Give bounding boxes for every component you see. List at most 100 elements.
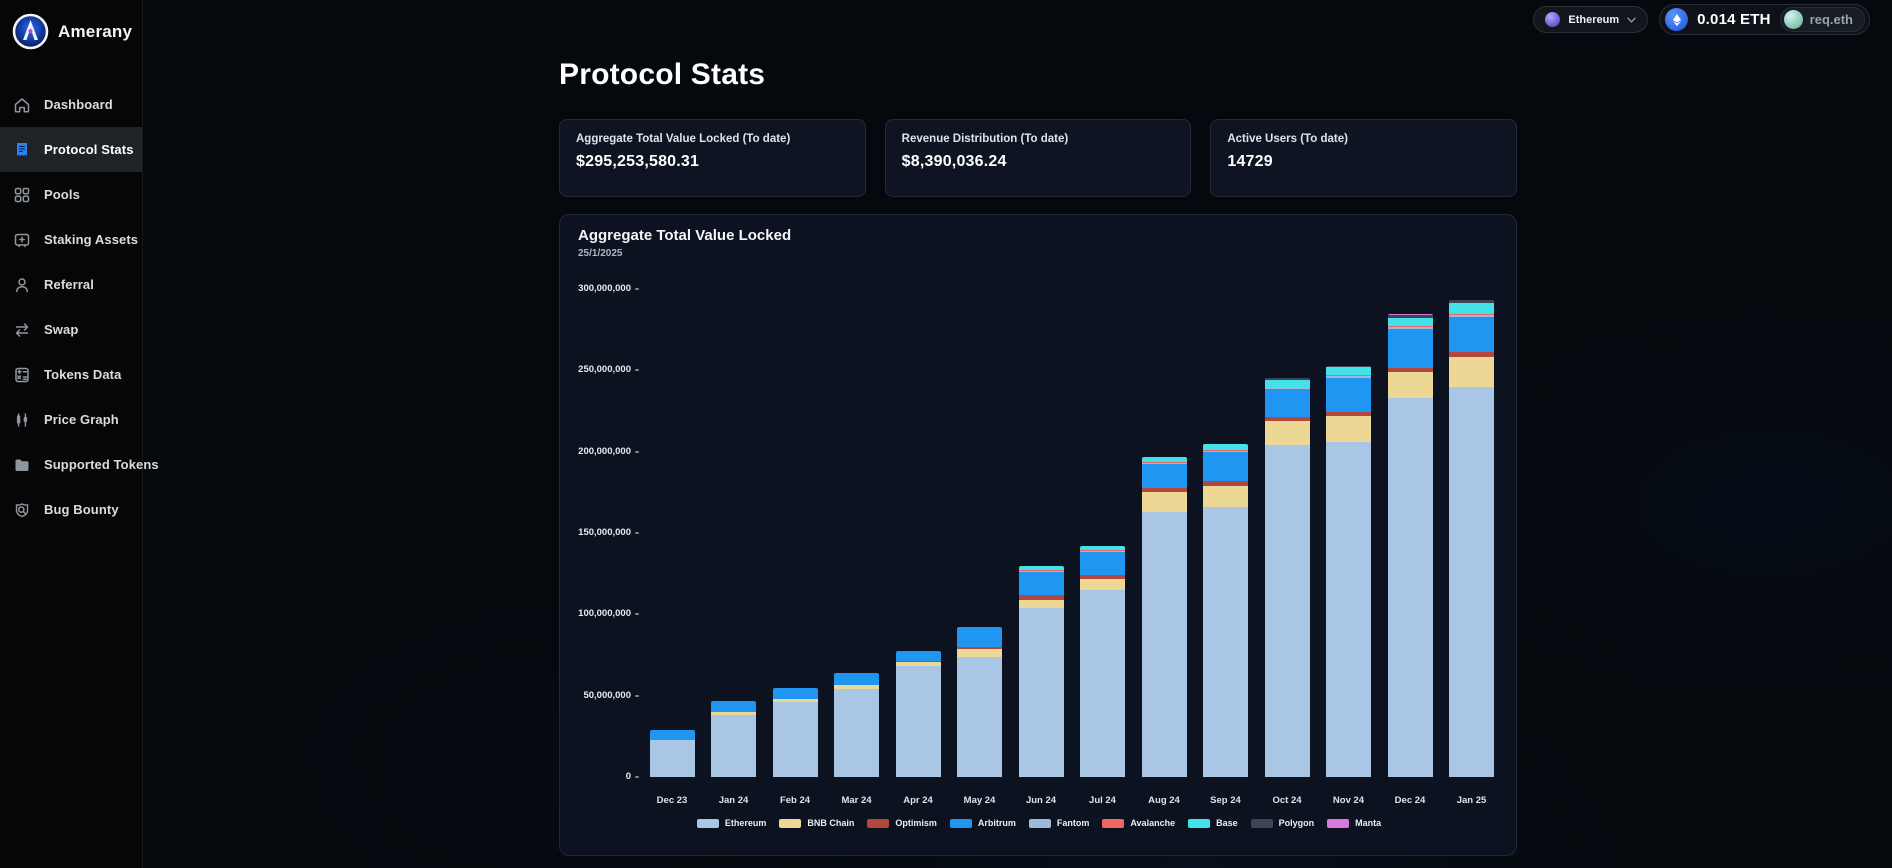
bar-segment-avalanche — [1141, 462, 1187, 464]
sidebar-item-label: Staking Assets — [44, 232, 139, 247]
bar-segment-ethereum — [772, 702, 818, 777]
person-icon — [12, 275, 31, 294]
stat-card-value: 14729 — [1227, 153, 1273, 170]
sidebar-item-label: Bug Bounty — [44, 502, 119, 517]
bar-segment-avalanche — [1080, 550, 1125, 551]
bar-segment-ethereum — [1264, 445, 1310, 777]
stat-card-active-users: Active Users (To date) 14729 — [1210, 119, 1518, 197]
bar-segment-arbitrum — [1387, 328, 1433, 368]
sidebar-item-label: Dashboard — [44, 97, 113, 112]
bar-segment-bnb-chain — [1264, 420, 1310, 446]
bar-segment-optimism — [1326, 411, 1371, 416]
bar-segment-ethereum — [895, 666, 941, 777]
magnifier-shield-icon — [12, 500, 31, 519]
sidebar-item-protocol-stats[interactable]: Protocol Stats — [0, 127, 142, 172]
bar-segment-arbitrum — [1264, 389, 1310, 417]
y-tick-mark — [635, 776, 639, 778]
legend-label: Avalanche — [1130, 818, 1176, 828]
sidebar-item-tokens-data[interactable]: Tokens Data — [0, 352, 142, 397]
x-tick-label: Mar 24 — [841, 795, 872, 806]
y-tick-label: 200,000,000 — [578, 445, 631, 457]
bar-segment-ethereum — [1141, 511, 1187, 777]
network-selector[interactable]: Ethereum — [1533, 6, 1649, 33]
chart-plot — [560, 215, 1518, 777]
bar-segment-optimism — [1387, 367, 1433, 372]
bar-segment-arbitrum — [772, 688, 818, 699]
bar-segment-bnb-chain — [1387, 371, 1433, 398]
chevron-down-icon — [1627, 17, 1636, 23]
bar-segment-manta — [1449, 299, 1494, 301]
sidebar-item-label: Tokens Data — [44, 367, 122, 382]
stacked-bar-feb-24 — [772, 688, 818, 777]
bar-segment-bnb-chain — [1080, 578, 1125, 590]
legend-item-bnb-chain[interactable]: BNB Chain — [779, 818, 854, 828]
bar-segment-bnb-chain — [834, 685, 879, 690]
legend-item-manta[interactable]: Manta — [1327, 818, 1381, 828]
ens-account[interactable]: req.eth — [1779, 7, 1865, 32]
x-tick-label: Aug 24 — [1148, 795, 1180, 806]
home-icon — [12, 95, 31, 114]
y-tick-label: 50,000,000 — [583, 689, 631, 701]
bar-segment-fantom — [1326, 376, 1371, 378]
sidebar-item-label: Supported Tokens — [44, 457, 159, 472]
bar-segment-bnb-chain — [711, 711, 756, 716]
bar-segment-optimism — [1141, 488, 1187, 493]
legend-item-ethereum[interactable]: Ethereum — [696, 818, 766, 828]
sidebar-item-bug-bounty[interactable]: Bug Bounty — [0, 487, 142, 532]
legend-label: Base — [1216, 818, 1238, 828]
stacked-bar-dec-23 — [649, 729, 695, 777]
sidebar-item-staking-assets[interactable]: Staking Assets — [0, 217, 142, 262]
stacked-bar-jul-24 — [1080, 546, 1125, 777]
stacked-bar-jan-24 — [711, 701, 756, 777]
bar-segment-bnb-chain — [1449, 357, 1494, 387]
x-tick-label: Oct 24 — [1272, 795, 1302, 806]
sidebar-item-referral[interactable]: Referral — [0, 262, 142, 307]
stacked-bar-jun-24 — [1018, 566, 1064, 777]
stat-card-label: Aggregate Total Value Locked (To date) — [576, 133, 791, 145]
bar-segment-arbitrum — [957, 627, 1002, 647]
tvl-chart-card: Aggregate Total Value Locked 25/1/2025 0… — [559, 214, 1517, 856]
candlestick-icon — [12, 410, 31, 429]
x-tick-label: Dec 24 — [1394, 795, 1426, 806]
brand-name: Amerany — [58, 21, 133, 41]
sidebar-item-price-graph[interactable]: Price Graph — [0, 397, 142, 442]
legend-label: Polygon — [1278, 818, 1315, 828]
bar-segment-optimism — [1018, 594, 1064, 600]
bar-segment-fantom — [1141, 463, 1187, 464]
stat-card-revenue: Revenue Distribution (To date) $8,390,03… — [884, 119, 1192, 197]
brand[interactable]: Amerany — [0, 0, 142, 61]
legend-item-optimism[interactable]: Optimism — [867, 818, 937, 828]
sidebar-item-dashboard[interactable]: Dashboard — [0, 82, 142, 127]
legend-label: Arbitrum — [977, 818, 1016, 828]
legend-swatch — [1250, 818, 1273, 828]
stat-cards-row: Aggregate Total Value Locked (To date) $… — [559, 119, 1518, 197]
wallet-button[interactable]: 0.014 ETH req.eth — [1659, 4, 1870, 35]
chart-legend: Ethereum BNB Chain Optimism Arbitrum Fantom A… — [560, 818, 1518, 828]
sidebar-item-pools[interactable]: Pools — [0, 172, 142, 217]
bar-segment-arbitrum — [1080, 551, 1125, 575]
bar-segment-arbitrum — [895, 650, 941, 661]
legend-item-base[interactable]: Base — [1188, 818, 1238, 828]
amerany-logo-icon — [12, 13, 49, 50]
sidebar-item-swap[interactable]: Swap — [0, 307, 142, 352]
sidebar-item-supported-tokens[interactable]: Supported Tokens — [0, 442, 159, 487]
legend-item-polygon[interactable]: Polygon — [1250, 818, 1315, 828]
bar-segment-avalanche — [1387, 326, 1433, 328]
network-label: Ethereum — [1568, 13, 1620, 26]
bar-segment-optimism — [1264, 416, 1310, 421]
bar-segment-polygon — [1264, 377, 1310, 381]
x-tick-label: Sep 24 — [1210, 795, 1241, 806]
calculator-icon — [12, 365, 31, 384]
avatar — [1783, 10, 1803, 29]
legend-item-fantom[interactable]: Fantom — [1028, 818, 1089, 828]
sidebar-item-label: Pools — [44, 187, 80, 202]
bar-segment-ethereum — [1449, 386, 1494, 777]
sidebar-item-label: Referral — [44, 277, 94, 292]
bar-segment-bnb-chain — [895, 662, 941, 667]
legend-item-arbitrum[interactable]: Arbitrum — [949, 818, 1016, 828]
bar-segment-fantom — [1080, 550, 1125, 552]
stacked-bar-sep-24 — [1203, 444, 1248, 777]
bar-segment-polygon — [1449, 300, 1494, 303]
main-area: Protocol Stats Aggregate Total Value Loc… — [143, 0, 1892, 868]
legend-item-avalanche[interactable]: Avalanche — [1102, 818, 1175, 828]
